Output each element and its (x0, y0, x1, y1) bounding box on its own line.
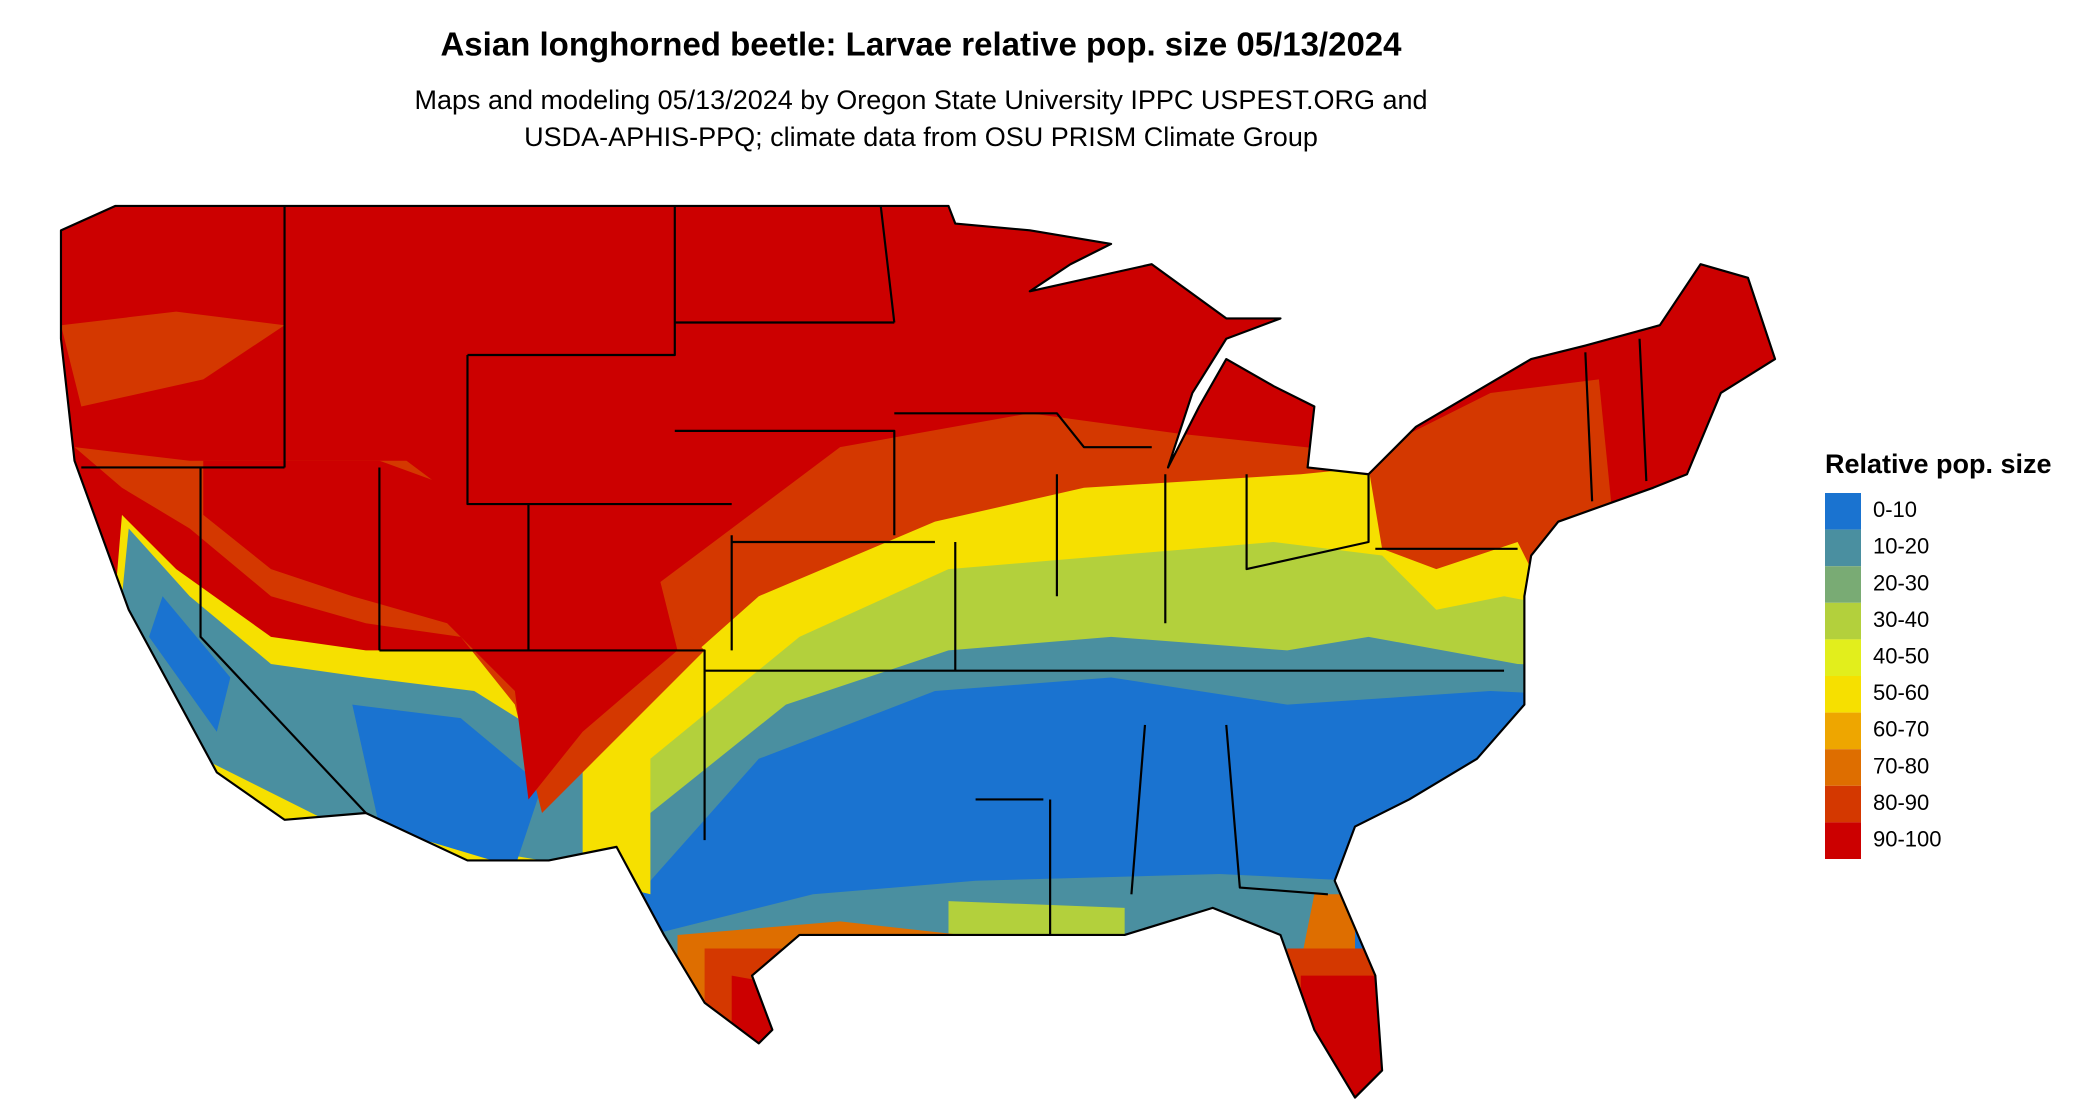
subtitle: Maps and modeling 05/13/2024 by Oregon S… (414, 85, 1427, 115)
zone (203, 460, 678, 800)
legend-label: 30-40 (1873, 607, 1929, 632)
legend-title: Relative pop. size (1825, 449, 2052, 479)
legend-label: 10-20 (1873, 534, 1929, 559)
legend-swatch (1825, 822, 1861, 859)
legend-swatch (1825, 529, 1861, 567)
zone (731, 975, 1396, 1098)
legend-swatch (1825, 676, 1861, 713)
legend-label: 90-100 (1873, 827, 1942, 852)
legend-label: 0-10 (1873, 497, 1917, 522)
title: Asian longhorned beetle: Larvae relative… (440, 26, 1402, 63)
zone (704, 948, 1396, 1098)
zone (60, 311, 285, 407)
state-borders (81, 205, 1648, 935)
legend-swatch (1825, 712, 1861, 750)
country-border (59, 204, 1777, 1099)
map (59, 204, 1777, 1099)
legend-label: 50-60 (1873, 680, 1929, 705)
zone (149, 596, 543, 868)
legend-swatch (1825, 566, 1861, 603)
legend-swatch (1825, 602, 1861, 640)
legend-label: 40-50 (1873, 644, 1929, 669)
legend: 0-10 10-20 20-30 30-40 40-50 50-60 60-70 70-80 8… (1825, 493, 1942, 859)
legend-label: 60-70 (1873, 717, 1929, 742)
legend-label: 70-80 (1873, 753, 1929, 778)
legend-swatch (1825, 749, 1861, 786)
legend-swatch (1825, 639, 1861, 676)
legend-label: 80-90 (1873, 790, 1929, 815)
subtitle: USDA-APHIS-PPQ; climate data from OSU PR… (524, 122, 1318, 152)
legend-swatch (1825, 493, 1861, 530)
zone (948, 901, 1125, 949)
legend-swatch (1825, 785, 1861, 823)
legend-label: 20-30 (1873, 570, 1929, 595)
